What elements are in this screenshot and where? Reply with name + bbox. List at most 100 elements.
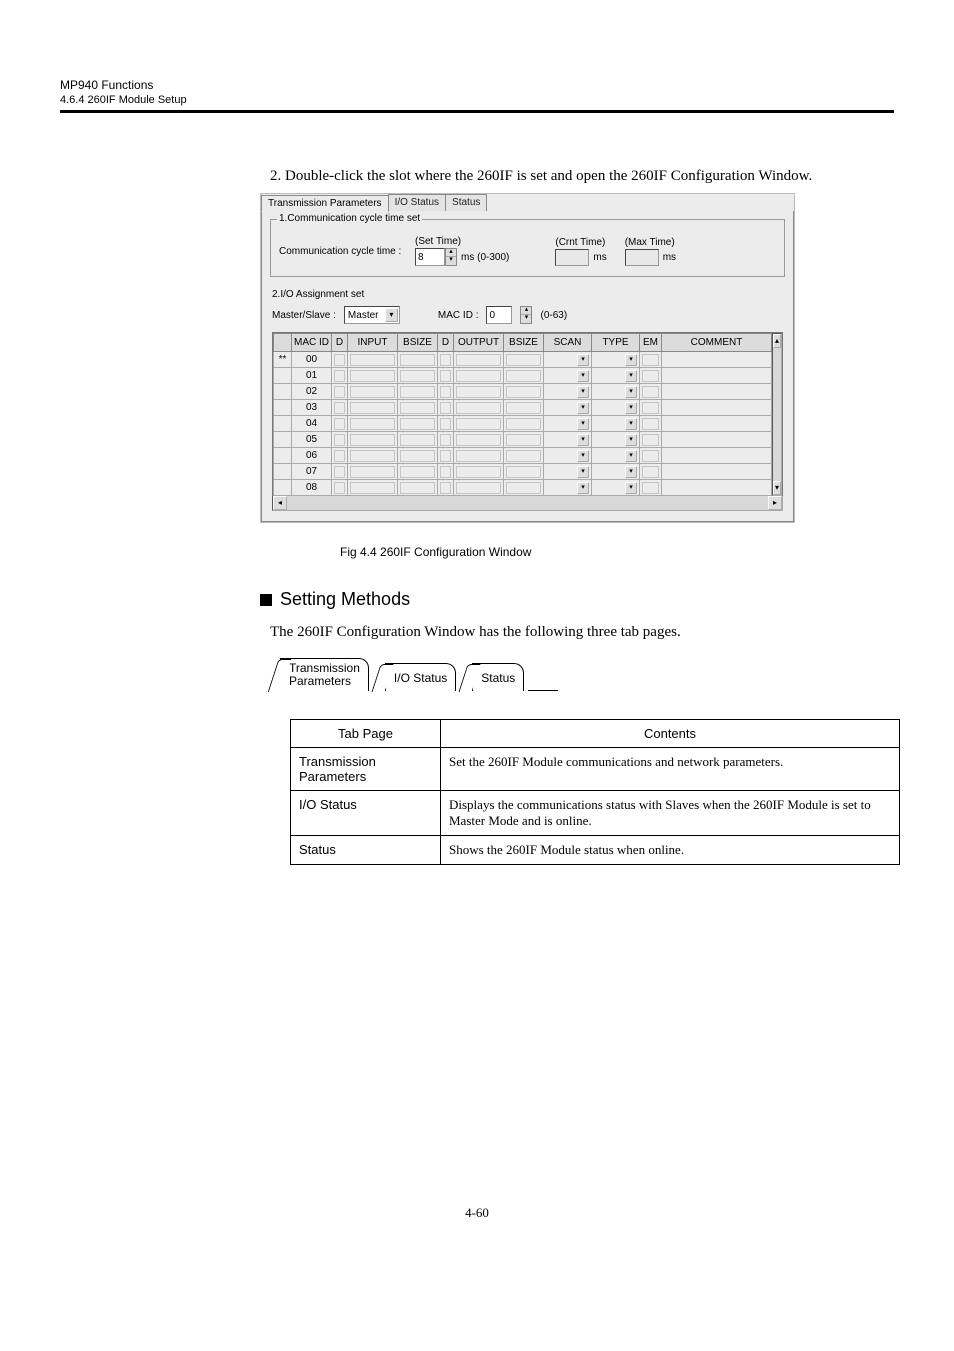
io-scan-cell[interactable]: ▾: [544, 384, 592, 400]
io-cell[interactable]: [504, 352, 544, 368]
chevron-down-icon[interactable]: ▾: [625, 466, 637, 478]
io-cell[interactable]: [454, 352, 504, 368]
io-cell-input[interactable]: [334, 466, 345, 478]
io-cell[interactable]: [348, 368, 398, 384]
io-cell[interactable]: [504, 416, 544, 432]
io-cell-input[interactable]: [456, 370, 501, 382]
io-cell[interactable]: [348, 448, 398, 464]
io-type-cell[interactable]: ▾: [592, 368, 640, 384]
io-cell-input[interactable]: [350, 450, 395, 462]
io-cell-input[interactable]: [400, 418, 435, 430]
io-cell-input[interactable]: [400, 370, 435, 382]
io-scan-cell[interactable]: ▾: [544, 464, 592, 480]
io-cell[interactable]: [332, 352, 348, 368]
io-em-cell[interactable]: [640, 432, 662, 448]
io-em-cell[interactable]: [640, 352, 662, 368]
io-cell[interactable]: [332, 480, 348, 496]
chevron-down-icon[interactable]: ▾: [577, 450, 589, 462]
io-cell[interactable]: [332, 384, 348, 400]
io-cell-input[interactable]: [440, 466, 451, 478]
io-cell-input[interactable]: [506, 450, 541, 462]
io-cell[interactable]: [332, 400, 348, 416]
io-type-cell[interactable]: ▾: [592, 352, 640, 368]
io-em-cell[interactable]: [640, 384, 662, 400]
io-comment-cell[interactable]: [662, 480, 772, 496]
io-cell-input[interactable]: [506, 370, 541, 382]
io-cell[interactable]: [504, 448, 544, 464]
io-cell[interactable]: [438, 384, 454, 400]
io-cell[interactable]: [438, 480, 454, 496]
io-cell-input[interactable]: [440, 402, 451, 414]
io-cell[interactable]: [398, 432, 438, 448]
io-type-cell[interactable]: ▾: [592, 448, 640, 464]
io-cell-input[interactable]: [400, 434, 435, 446]
io-cell-input[interactable]: [400, 482, 435, 494]
master-slave-select[interactable]: Master ▾: [344, 306, 400, 324]
io-cell-input[interactable]: [350, 434, 395, 446]
io-cell[interactable]: [398, 384, 438, 400]
io-cell-input[interactable]: [350, 370, 395, 382]
io-cell-input[interactable]: [334, 386, 345, 398]
tab-io-status[interactable]: I/O Status: [388, 194, 446, 211]
io-cell[interactable]: [454, 384, 504, 400]
io-cell-input[interactable]: [642, 434, 659, 446]
io-cell[interactable]: [454, 400, 504, 416]
io-type-cell[interactable]: ▾: [592, 480, 640, 496]
chevron-down-icon[interactable]: ▾: [577, 482, 589, 494]
io-cell[interactable]: [398, 352, 438, 368]
io-cell-input[interactable]: [350, 418, 395, 430]
io-scan-cell[interactable]: ▾: [544, 480, 592, 496]
chevron-down-icon[interactable]: ▾: [577, 466, 589, 478]
vertical-scrollbar[interactable]: ▴ ▾: [772, 333, 782, 496]
io-cell-input[interactable]: [350, 466, 395, 478]
io-cell[interactable]: [504, 384, 544, 400]
scroll-right-icon[interactable]: ▸: [768, 496, 782, 510]
horizontal-scrollbar[interactable]: ◂ ▸: [272, 496, 783, 511]
io-cell[interactable]: [398, 416, 438, 432]
io-cell-input[interactable]: [506, 434, 541, 446]
io-comment-cell[interactable]: [662, 464, 772, 480]
io-em-cell[interactable]: [640, 448, 662, 464]
chevron-down-icon[interactable]: ▾: [577, 354, 589, 366]
io-cell-input[interactable]: [400, 402, 435, 414]
io-cell-input[interactable]: [440, 370, 451, 382]
io-cell-input[interactable]: [456, 434, 501, 446]
io-cell-input[interactable]: [642, 402, 659, 414]
io-cell-input[interactable]: [400, 386, 435, 398]
io-comment-cell[interactable]: [662, 448, 772, 464]
io-comment-cell[interactable]: [662, 352, 772, 368]
io-cell-input[interactable]: [642, 354, 659, 366]
io-cell-input[interactable]: [456, 450, 501, 462]
tab-transmission-parameters[interactable]: Transmission Parameters: [261, 195, 389, 212]
io-cell-input[interactable]: [350, 354, 395, 366]
io-cell-input[interactable]: [506, 418, 541, 430]
io-cell[interactable]: [348, 480, 398, 496]
io-cell[interactable]: [332, 416, 348, 432]
io-cell-input[interactable]: [334, 402, 345, 414]
io-scan-cell[interactable]: ▾: [544, 400, 592, 416]
io-scan-cell[interactable]: ▾: [544, 416, 592, 432]
io-cell-input[interactable]: [334, 418, 345, 430]
io-type-cell[interactable]: ▾: [592, 464, 640, 480]
chevron-down-icon[interactable]: ▾: [577, 418, 589, 430]
io-scan-cell[interactable]: ▾: [544, 352, 592, 368]
io-cell-input[interactable]: [506, 354, 541, 366]
io-type-cell[interactable]: ▾: [592, 416, 640, 432]
io-cell-input[interactable]: [440, 354, 451, 366]
io-comment-cell[interactable]: [662, 432, 772, 448]
io-cell-input[interactable]: [350, 402, 395, 414]
io-cell[interactable]: [454, 432, 504, 448]
io-em-cell[interactable]: [640, 416, 662, 432]
io-cell[interactable]: [398, 400, 438, 416]
io-cell-input[interactable]: [456, 402, 501, 414]
io-cell[interactable]: [348, 400, 398, 416]
io-cell-input[interactable]: [334, 370, 345, 382]
io-cell-input[interactable]: [350, 482, 395, 494]
io-cell[interactable]: [398, 368, 438, 384]
chevron-down-icon[interactable]: ▾: [577, 434, 589, 446]
io-cell[interactable]: [438, 400, 454, 416]
chevron-down-icon[interactable]: ▾: [577, 402, 589, 414]
io-cell-input[interactable]: [506, 466, 541, 478]
io-cell[interactable]: [332, 448, 348, 464]
io-cell[interactable]: [454, 416, 504, 432]
